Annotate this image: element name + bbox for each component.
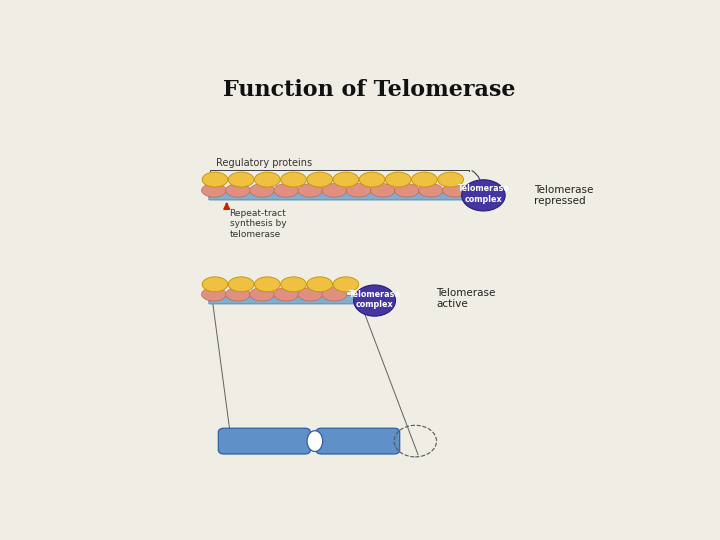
Ellipse shape	[298, 184, 323, 197]
Ellipse shape	[359, 172, 385, 187]
FancyBboxPatch shape	[209, 295, 359, 304]
Ellipse shape	[354, 285, 395, 316]
Ellipse shape	[281, 277, 307, 292]
Ellipse shape	[202, 184, 226, 197]
Text: Telomerase
complex: Telomerase complex	[348, 289, 400, 309]
Ellipse shape	[395, 184, 419, 197]
Ellipse shape	[202, 277, 228, 292]
Ellipse shape	[225, 184, 251, 197]
Ellipse shape	[255, 172, 280, 187]
Ellipse shape	[412, 172, 437, 187]
Ellipse shape	[370, 184, 395, 197]
Ellipse shape	[202, 288, 226, 301]
Ellipse shape	[333, 277, 359, 292]
FancyBboxPatch shape	[218, 428, 310, 454]
Text: Function of Telomerase: Function of Telomerase	[222, 79, 516, 102]
Ellipse shape	[418, 184, 444, 197]
Ellipse shape	[250, 184, 274, 197]
Ellipse shape	[250, 288, 274, 301]
Ellipse shape	[255, 277, 280, 292]
Ellipse shape	[228, 172, 254, 187]
Ellipse shape	[298, 288, 323, 301]
Text: Telomerase
complex: Telomerase complex	[457, 185, 509, 204]
Ellipse shape	[307, 172, 333, 187]
Text: Repeat-tract
synthesis by
telomerase: Repeat-tract synthesis by telomerase	[230, 209, 287, 239]
Ellipse shape	[462, 180, 505, 211]
Text: Telomerase
active: Telomerase active	[436, 288, 495, 309]
Ellipse shape	[228, 277, 254, 292]
FancyBboxPatch shape	[316, 428, 400, 454]
Ellipse shape	[438, 172, 464, 187]
Text: Telomerase
repressed: Telomerase repressed	[534, 185, 593, 206]
Ellipse shape	[385, 172, 411, 187]
FancyBboxPatch shape	[209, 192, 473, 200]
Ellipse shape	[443, 184, 467, 197]
Ellipse shape	[346, 184, 371, 197]
Ellipse shape	[333, 172, 359, 187]
Ellipse shape	[225, 288, 251, 301]
Ellipse shape	[307, 431, 323, 451]
Ellipse shape	[274, 288, 299, 301]
Ellipse shape	[274, 184, 299, 197]
Ellipse shape	[322, 288, 347, 301]
Ellipse shape	[281, 172, 307, 187]
Ellipse shape	[202, 172, 228, 187]
Text: Regulatory proteins: Regulatory proteins	[215, 158, 312, 168]
Ellipse shape	[322, 184, 347, 197]
Ellipse shape	[307, 277, 333, 292]
